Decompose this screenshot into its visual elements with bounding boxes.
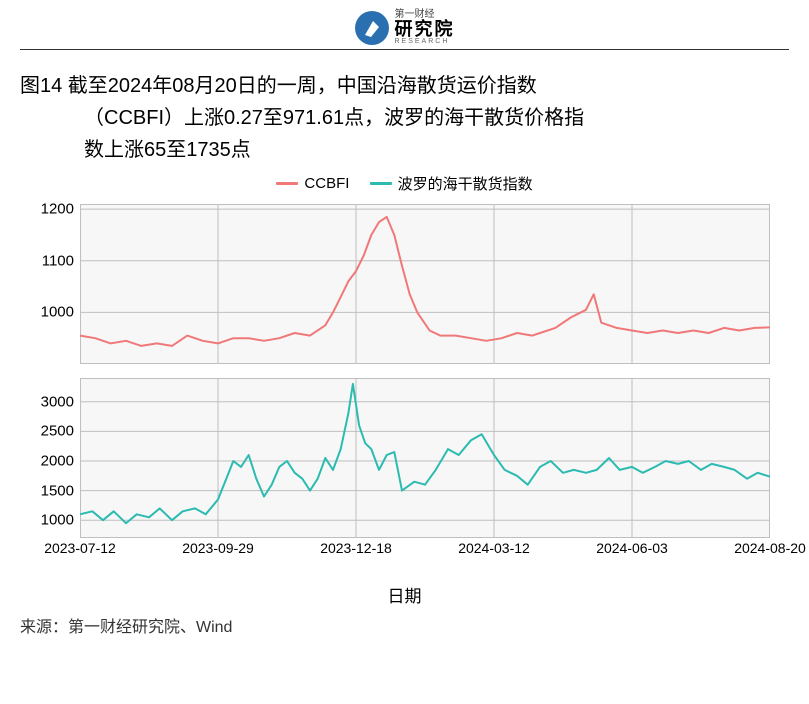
page-header: 第一财经 研究院 RESEARCH: [20, 10, 789, 50]
y-tick-label: 3000: [41, 393, 80, 410]
chart-area: 100011001200 10001500200025003000 2023-0…: [20, 204, 789, 607]
y-tick-label: 1200: [41, 201, 80, 218]
source-text: 来源：第一财经研究院、Wind: [20, 613, 789, 637]
legend-item-ccbfi: CCBFI: [276, 175, 349, 192]
x-tick-label: 2024-06-03: [596, 540, 668, 556]
logo: 第一财经 研究院 RESEARCH: [355, 10, 455, 45]
y-tick-label: 1000: [41, 304, 80, 321]
legend: CCBFI 波罗的海干散货指数: [20, 172, 789, 194]
x-tick-label: 2023-12-18: [320, 540, 392, 556]
y-tick-label: 2000: [41, 452, 80, 469]
legend-label-bdi: 波罗的海干散货指数: [398, 173, 533, 194]
chart-svg: [80, 378, 770, 538]
x-axis: 2023-07-122023-09-292023-12-182024-03-12…: [80, 538, 779, 578]
title-line-2: （CCBFI）上涨0.27至971.61点，波罗的海干散货价格指: [20, 102, 789, 134]
title-line-3: 数上涨65至1735点: [20, 134, 789, 166]
logo-en-text: RESEARCH: [395, 38, 455, 45]
x-tick-label: 2023-09-29: [182, 540, 254, 556]
title-line-1: 图14 截至2024年08月20日的一周，中国沿海散货运价指数: [20, 75, 537, 97]
legend-item-bdi: 波罗的海干散货指数: [370, 173, 533, 194]
y-tick-label: 2500: [41, 423, 80, 440]
logo-text: 第一财经 研究院 RESEARCH: [395, 10, 455, 45]
x-axis-title: 日期: [20, 582, 789, 607]
chart-svg: [80, 204, 770, 364]
y-tick-label: 1500: [41, 482, 80, 499]
logo-icon: [355, 11, 389, 45]
chart-panel-ccbfi: 100011001200: [80, 204, 779, 364]
chart-panel-bdi: 10001500200025003000: [80, 378, 779, 538]
y-tick-label: 1100: [42, 252, 80, 269]
legend-swatch-ccbfi: [276, 182, 298, 185]
x-tick-label: 2024-03-12: [458, 540, 530, 556]
y-tick-label: 1000: [41, 512, 80, 529]
chart-title: 图14 截至2024年08月20日的一周，中国沿海散货运价指数 （CCBFI）上…: [20, 70, 789, 166]
logo-large-text: 研究院: [395, 20, 455, 38]
x-tick-label: 2024-08-20: [734, 540, 806, 556]
legend-swatch-bdi: [370, 182, 392, 185]
legend-label-ccbfi: CCBFI: [304, 175, 349, 192]
x-tick-label: 2023-07-12: [44, 540, 116, 556]
